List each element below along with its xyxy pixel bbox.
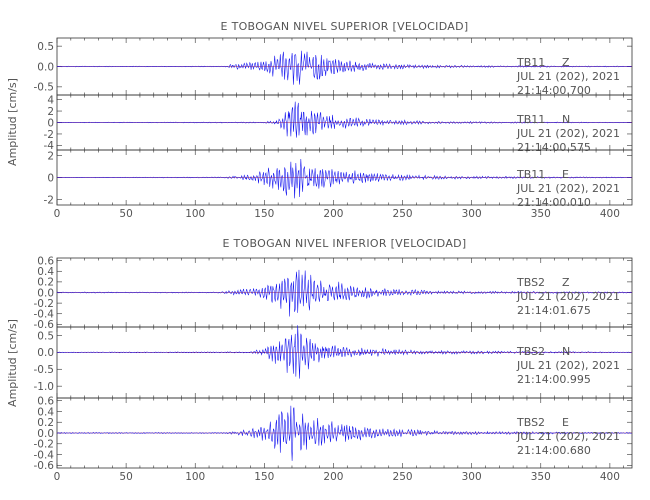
date-label: JUL 21 (202), 2021 <box>516 290 620 303</box>
y-axis-label: Amplitud [cm/s] <box>6 319 19 407</box>
date-label: JUL 21 (202), 2021 <box>516 430 620 443</box>
component-label: N <box>562 113 570 126</box>
waveform-trace <box>56 101 632 138</box>
y-tick-label: 0.6 <box>37 255 54 267</box>
x-tick-label: 100 <box>185 471 205 483</box>
y-tick-label: -1.0 <box>34 381 55 393</box>
time-label: 21:14:00.010 <box>517 196 591 209</box>
x-tick-label: 150 <box>254 208 274 220</box>
time-label: 21:14:00.575 <box>517 141 591 154</box>
y-tick-label: 0.5 <box>37 330 54 342</box>
waveform-trace <box>56 158 632 199</box>
chart-inferior: E TOBOGAN NIVEL INFERIOR [VELOCIDAD] Ampl… <box>6 237 633 483</box>
time-label: 21:14:01.675 <box>517 304 591 317</box>
y-tick-label: 0 <box>47 172 54 184</box>
y-tick-label: -0.4 <box>34 309 55 321</box>
y-tick-label: -0.2 <box>34 298 55 310</box>
station-label: TBS2 <box>516 276 545 289</box>
y-tick-label: 0.6 <box>37 395 54 407</box>
waveform-trace <box>56 325 632 379</box>
x-tick-label: 350 <box>531 208 551 220</box>
waveform-trace <box>56 269 632 317</box>
y-tick-label: -0.6 <box>34 460 55 472</box>
y-tick-label: 2 <box>47 106 54 118</box>
x-tick-label: 200 <box>323 208 343 220</box>
date-label: JUL 21 (202), 2021 <box>516 182 620 195</box>
y-tick-label: 0.5 <box>37 41 54 53</box>
station-label: TB11 <box>516 113 545 126</box>
chart-title: E TOBOGAN NIVEL SUPERIOR [VELOCIDAD] <box>221 20 469 33</box>
x-tick-label: 400 <box>600 208 620 220</box>
component-label: Z <box>562 276 570 289</box>
y-tick-label: -2 <box>44 129 54 141</box>
date-label: JUL 21 (202), 2021 <box>516 359 620 372</box>
x-tick-label: 150 <box>254 471 274 483</box>
x-tick-label: 400 <box>600 471 620 483</box>
y-axis-label: Amplitud [cm/s] <box>6 78 19 166</box>
y-tick-label: 0.0 <box>37 428 54 440</box>
x-tick-label: 350 <box>531 471 551 483</box>
date-label: JUL 21 (202), 2021 <box>516 70 620 83</box>
y-tick-label: 0.0 <box>37 347 54 359</box>
y-tick-label: 4 <box>47 94 54 106</box>
x-tick-label: 50 <box>119 471 132 483</box>
y-tick-label: 0 <box>47 117 54 129</box>
component-label: E <box>562 416 569 429</box>
station-label: TBS2 <box>516 416 545 429</box>
x-tick-label: 0 <box>54 471 61 483</box>
y-tick-label: 0.0 <box>37 287 54 299</box>
x-tick-label: 300 <box>462 471 482 483</box>
y-tick-label: 0.2 <box>37 277 54 289</box>
y-tick-label: 2 <box>47 150 54 162</box>
station-label: TBS2 <box>516 345 545 358</box>
y-tick-label: 0.0 <box>37 61 54 73</box>
date-label: JUL 21 (202), 2021 <box>516 127 620 140</box>
time-label: 21:14:00.995 <box>517 373 591 386</box>
y-tick-label: -0.6 <box>34 319 55 331</box>
station-label: TB11 <box>516 168 545 181</box>
x-tick-label: 100 <box>185 208 205 220</box>
x-tick-label: 50 <box>119 208 132 220</box>
y-tick-label: 0.4 <box>37 406 54 418</box>
chart-superior: E TOBOGAN NIVEL SUPERIOR [VELOCIDAD] Ampl… <box>6 20 633 220</box>
y-tick-label: -2 <box>44 194 54 206</box>
x-tick-label: 250 <box>393 208 413 220</box>
y-tick-label: -0.4 <box>34 449 55 461</box>
waveform-trace <box>57 50 632 85</box>
x-tick-label: 300 <box>462 208 482 220</box>
y-tick-label: 0.4 <box>37 266 54 278</box>
component-label: Z <box>562 56 570 69</box>
y-tick-label: -0.2 <box>34 439 55 451</box>
y-tick-label: -4 <box>44 140 55 152</box>
component-label: E <box>562 168 569 181</box>
time-label: 21:14:00.680 <box>517 444 591 457</box>
component-label: N <box>562 345 570 358</box>
y-tick-label: 0.2 <box>37 417 54 429</box>
x-tick-label: 250 <box>393 471 413 483</box>
waveform-trace <box>56 405 632 461</box>
y-tick-label: -0.5 <box>34 82 55 94</box>
chart-title: E TOBOGAN NIVEL INFERIOR [VELOCIDAD] <box>222 237 466 250</box>
y-tick-label: -0.5 <box>34 364 55 376</box>
time-label: 21:14:00.700 <box>517 84 591 97</box>
station-label: TB11 <box>516 56 545 69</box>
x-tick-label: 200 <box>323 471 343 483</box>
x-tick-label: 0 <box>54 208 61 220</box>
